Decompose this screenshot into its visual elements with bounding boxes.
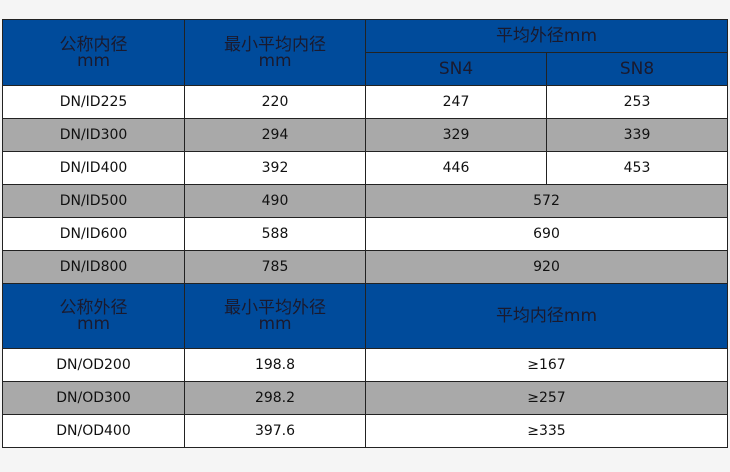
cell-sn4: 446 <box>365 151 547 185</box>
cell-min: 785 <box>184 250 366 284</box>
pipe-spec-table: 公称内径 mm 最小平均内径 mm 平均外径mm SN4 SN8 DN/ID22… <box>2 19 728 448</box>
cell-min: 294 <box>184 118 366 152</box>
header-row-1: 公称内径 mm 最小平均内径 mm 平均外径mm <box>2 19 728 86</box>
cell-nominal: DN/OD400 <box>2 414 185 448</box>
header-avg-outer-diameter: 平均外径mm <box>365 19 728 53</box>
table-row: DN/ID225 220 247 253 <box>2 85 728 119</box>
cell-nominal: DN/ID400 <box>2 151 185 185</box>
cell-avg: ≥257 <box>365 381 728 415</box>
table-row: DN/ID400 392 446 453 <box>2 151 728 185</box>
cell-sn8: 339 <box>546 118 728 152</box>
header-label: 公称内径 <box>59 34 128 55</box>
cell-min: 220 <box>184 85 366 119</box>
header-min-avg-inner-diameter: 最小平均内径 mm <box>184 19 366 86</box>
cell-min: 588 <box>184 217 366 251</box>
cell-sn8: 453 <box>546 151 728 185</box>
cell-min: 198.8 <box>184 348 366 382</box>
header-nominal-outer-diameter: 公称外径 mm <box>2 283 185 349</box>
header-sn8: SN8 <box>546 52 728 86</box>
pipe-spec-table-container: 公称内径 mm 最小平均内径 mm 平均外径mm SN4 SN8 DN/ID22… <box>2 19 728 448</box>
cell-nominal: DN/ID225 <box>2 85 185 119</box>
cell-sn4: 247 <box>365 85 547 119</box>
header-label: 公称外径 <box>59 298 128 318</box>
table-row: DN/ID500 490 572 <box>2 184 728 218</box>
table-row: DN/ID600 588 690 <box>2 217 728 251</box>
header-min-avg-outer-diameter: 最小平均外径 mm <box>184 283 366 349</box>
table-row: DN/OD300 298.2 ≥257 <box>2 381 728 415</box>
cell-min: 392 <box>184 151 366 185</box>
header-unit: mm <box>76 50 111 71</box>
header-row-3: 公称外径 mm 最小平均外径 mm 平均内径mm <box>2 283 728 349</box>
cell-avg: 690 <box>365 217 728 251</box>
header-unit: mm <box>258 314 292 334</box>
cell-nominal: DN/ID500 <box>2 184 185 218</box>
cell-min: 397.6 <box>184 414 366 448</box>
cell-nominal: DN/ID300 <box>2 118 185 152</box>
cell-min: 490 <box>184 184 366 218</box>
header-nominal-inner-diameter: 公称内径 mm <box>2 19 185 86</box>
cell-sn4: 329 <box>365 118 547 152</box>
header-sn4: SN4 <box>365 52 547 86</box>
table-row: DN/OD400 397.6 ≥335 <box>2 414 728 448</box>
header-avg-inner-diameter: 平均内径mm <box>365 283 728 349</box>
cell-nominal: DN/OD200 <box>2 348 185 382</box>
cell-nominal: DN/OD300 <box>2 381 185 415</box>
table-row: DN/OD200 198.8 ≥167 <box>2 348 728 382</box>
table-row: DN/ID800 785 920 <box>2 250 728 284</box>
cell-avg: 572 <box>365 184 728 218</box>
cell-nominal: DN/ID800 <box>2 250 185 284</box>
header-unit: mm <box>76 314 111 334</box>
cell-avg: ≥335 <box>365 414 728 448</box>
table-row: DN/ID300 294 329 339 <box>2 118 728 152</box>
cell-avg: 920 <box>365 250 728 284</box>
cell-sn8: 253 <box>546 85 728 119</box>
header-label: 最小平均外径 <box>224 298 326 318</box>
header-row-2: SN4 SN8 <box>3 52 728 86</box>
cell-min: 298.2 <box>184 381 366 415</box>
cell-nominal: DN/ID600 <box>2 217 185 251</box>
header-label: 最小平均内径 <box>224 34 326 55</box>
cell-avg: ≥167 <box>365 348 728 382</box>
header-unit: mm <box>258 50 292 71</box>
